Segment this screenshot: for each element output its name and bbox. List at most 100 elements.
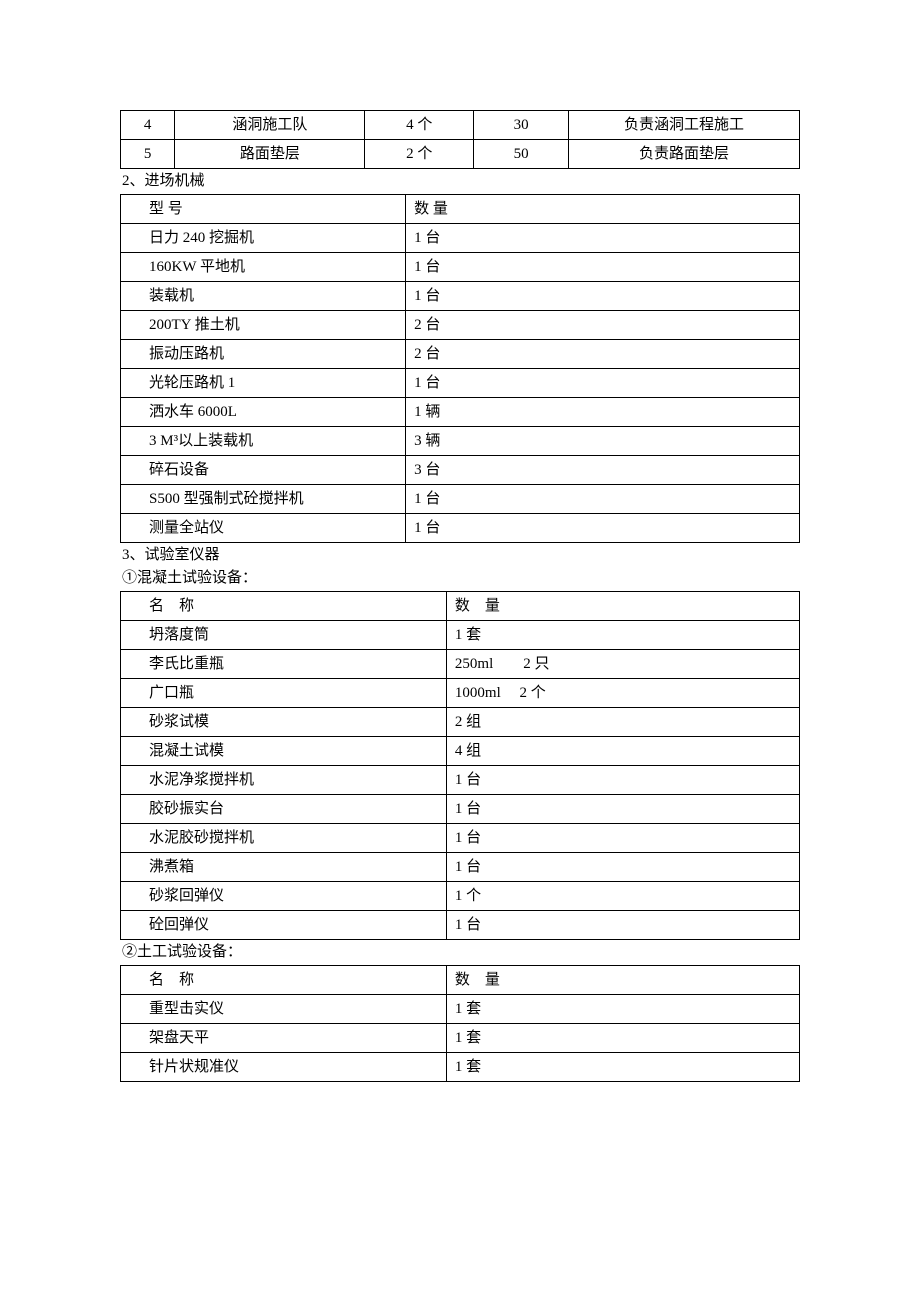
concrete-test-equipment-table: 名 称 数 量 坍落度筒1 套李氏比重瓶250ml 2 只广口瓶1000ml 2… xyxy=(120,591,800,940)
table-cell: 涵洞施工队 xyxy=(175,111,365,140)
table-row: 胶砂振实台1 台 xyxy=(121,795,800,824)
table-cell-qty: 3 辆 xyxy=(406,427,800,456)
table-cell-name: 200TY 推土机 xyxy=(121,311,406,340)
table-row: 砼回弹仪1 台 xyxy=(121,911,800,940)
table-cell: 2 个 xyxy=(365,140,474,169)
table-cell-qty: 1 套 xyxy=(446,995,799,1024)
table-row: 光轮压路机 11 台 xyxy=(121,369,800,398)
table-cell-name: 装载机 xyxy=(121,282,406,311)
col-model-header: 型 号 xyxy=(121,195,406,224)
table-cell-qty: 1 辆 xyxy=(406,398,800,427)
table-row: 砂浆试模2 组 xyxy=(121,708,800,737)
table-row: 水泥胶砂搅拌机1 台 xyxy=(121,824,800,853)
table-row: S500 型强制式砼搅拌机1 台 xyxy=(121,485,800,514)
table-cell-name: 架盘天平 xyxy=(121,1024,447,1053)
machinery-table: 型 号 数 量 日力 240 挖掘机1 台160KW 平地机1 台装载机1 台2… xyxy=(120,194,800,543)
col-name-header: 名 称 xyxy=(121,966,447,995)
table-cell-name: 160KW 平地机 xyxy=(121,253,406,282)
col-qty-header: 数 量 xyxy=(406,195,800,224)
table-cell-name: 洒水车 6000L xyxy=(121,398,406,427)
table-cell-qty: 2 组 xyxy=(446,708,799,737)
table-header-row: 名 称 数 量 xyxy=(121,592,800,621)
table-cell-name: 坍落度筒 xyxy=(121,621,447,650)
table-cell-name: 重型击实仪 xyxy=(121,995,447,1024)
table-cell-name: 3 M³以上装载机 xyxy=(121,427,406,456)
table-cell-name: 针片状规准仪 xyxy=(121,1053,447,1082)
table-row: 广口瓶1000ml 2 个 xyxy=(121,679,800,708)
table-row: 混凝土试模4 组 xyxy=(121,737,800,766)
table-cell: 4 个 xyxy=(365,111,474,140)
table-cell-qty: 3 台 xyxy=(406,456,800,485)
table-row: 160KW 平地机1 台 xyxy=(121,253,800,282)
table-cell-name: 砼回弹仪 xyxy=(121,911,447,940)
table-cell-qty: 1 套 xyxy=(446,1053,799,1082)
section3-sub2-label: ②土工试验设备： xyxy=(120,942,800,963)
table-row: 水泥净浆搅拌机1 台 xyxy=(121,766,800,795)
table-cell-name: 光轮压路机 1 xyxy=(121,369,406,398)
table-cell: 路面垫层 xyxy=(175,140,365,169)
table-cell-name: 测量全站仪 xyxy=(121,514,406,543)
table-cell-qty: 1 台 xyxy=(446,853,799,882)
table-header-row: 名 称 数 量 xyxy=(121,966,800,995)
table-row: 沸煮箱1 台 xyxy=(121,853,800,882)
table-row: 架盘天平1 套 xyxy=(121,1024,800,1053)
table-cell-name: 振动压路机 xyxy=(121,340,406,369)
table-row: 李氏比重瓶250ml 2 只 xyxy=(121,650,800,679)
table-cell-qty: 1 台 xyxy=(446,766,799,795)
table-cell-qty: 1 台 xyxy=(406,282,800,311)
table-cell: 5 xyxy=(121,140,175,169)
table-row: 洒水车 6000L1 辆 xyxy=(121,398,800,427)
table-row: 3 M³以上装载机3 辆 xyxy=(121,427,800,456)
table-row: 200TY 推土机2 台 xyxy=(121,311,800,340)
table-cell-qty: 1 套 xyxy=(446,621,799,650)
table-cell-qty: 4 组 xyxy=(446,737,799,766)
table-cell-qty: 1 台 xyxy=(446,824,799,853)
team-table-continued: 4涵洞施工队4 个30负责涵洞工程施工5路面垫层2 个50负责路面垫层 xyxy=(120,110,800,169)
table-cell-qty: 250ml 2 只 xyxy=(446,650,799,679)
table-cell-name: 广口瓶 xyxy=(121,679,447,708)
table-row: 4涵洞施工队4 个30负责涵洞工程施工 xyxy=(121,111,800,140)
table-cell-name: 胶砂振实台 xyxy=(121,795,447,824)
table-cell-qty: 1 台 xyxy=(446,795,799,824)
table-cell-qty: 1 台 xyxy=(406,253,800,282)
table-cell-name: 日力 240 挖掘机 xyxy=(121,224,406,253)
table-cell-qty: 1 台 xyxy=(406,224,800,253)
section2-heading: 2、进场机械 xyxy=(120,171,800,192)
table-row: 砂浆回弹仪1 个 xyxy=(121,882,800,911)
table-row: 5路面垫层2 个50负责路面垫层 xyxy=(121,140,800,169)
table-cell-name: 李氏比重瓶 xyxy=(121,650,447,679)
table-row: 振动压路机2 台 xyxy=(121,340,800,369)
section3-sub1-label: ①混凝土试验设备： xyxy=(120,568,800,589)
col-qty-header: 数 量 xyxy=(446,592,799,621)
table-cell-name: 混凝土试模 xyxy=(121,737,447,766)
table-row: 坍落度筒1 套 xyxy=(121,621,800,650)
table-cell: 50 xyxy=(474,140,569,169)
table-cell: 4 xyxy=(121,111,175,140)
table-cell: 负责涵洞工程施工 xyxy=(569,111,800,140)
table-cell-name: 沸煮箱 xyxy=(121,853,447,882)
table-row: 针片状规准仪1 套 xyxy=(121,1053,800,1082)
table-cell-qty: 1 台 xyxy=(446,911,799,940)
table-cell-qty: 2 台 xyxy=(406,340,800,369)
table-cell-qty: 2 台 xyxy=(406,311,800,340)
table-row: 日力 240 挖掘机1 台 xyxy=(121,224,800,253)
table-cell: 30 xyxy=(474,111,569,140)
table-row: 碎石设备3 台 xyxy=(121,456,800,485)
table-cell-qty: 1 套 xyxy=(446,1024,799,1053)
table-row: 重型击实仪1 套 xyxy=(121,995,800,1024)
table-cell-name: 水泥净浆搅拌机 xyxy=(121,766,447,795)
table-cell-name: 水泥胶砂搅拌机 xyxy=(121,824,447,853)
soil-test-equipment-table: 名 称 数 量 重型击实仪1 套架盘天平1 套针片状规准仪1 套 xyxy=(120,965,800,1082)
table-cell-qty: 1000ml 2 个 xyxy=(446,679,799,708)
table-header-row: 型 号 数 量 xyxy=(121,195,800,224)
table-cell-name: 砂浆试模 xyxy=(121,708,447,737)
table-cell-qty: 1 台 xyxy=(406,514,800,543)
table-cell-qty: 1 台 xyxy=(406,369,800,398)
col-qty-header: 数 量 xyxy=(446,966,799,995)
table-row: 装载机1 台 xyxy=(121,282,800,311)
table-cell-qty: 1 台 xyxy=(406,485,800,514)
table-cell-name: 碎石设备 xyxy=(121,456,406,485)
table-row: 测量全站仪1 台 xyxy=(121,514,800,543)
table-cell-name: S500 型强制式砼搅拌机 xyxy=(121,485,406,514)
table-cell: 负责路面垫层 xyxy=(569,140,800,169)
